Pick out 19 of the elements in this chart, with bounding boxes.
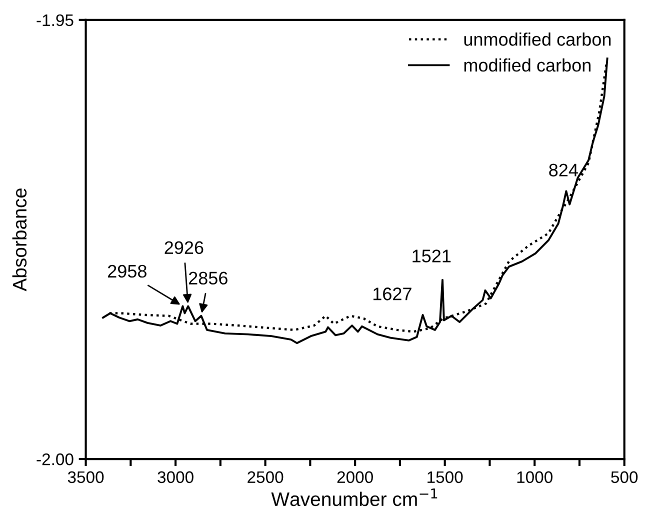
y-tick-label: -1.95 [36, 14, 74, 26]
annotation: 2926 [164, 241, 204, 254]
y-axis-title: Absorbance [12, 188, 27, 292]
annotation: 2958 [108, 264, 146, 278]
x-tick-label: 1500 [428, 471, 463, 484]
annotation: 1627 [373, 288, 412, 300]
x-tick-label: 2500 [248, 471, 284, 484]
x-tick-label: 1000 [517, 471, 552, 484]
x-tick-label: 500 [611, 471, 638, 484]
annotation: 1521 [412, 250, 451, 262]
annotation: 824 [549, 164, 578, 176]
x-tick-label: 2000 [337, 471, 373, 484]
x-tick-label: 3500 [68, 471, 104, 484]
annotation: 2856 [188, 272, 228, 285]
legend-label: unmodified carbon [464, 32, 611, 46]
x-tick-label: 3000 [158, 471, 194, 484]
y-tick-label: -2.00 [36, 453, 74, 466]
x-axis-title: Wavenumber cm$^{−1}$ [271, 488, 438, 506]
legend-label: modified carbon [464, 58, 590, 72]
